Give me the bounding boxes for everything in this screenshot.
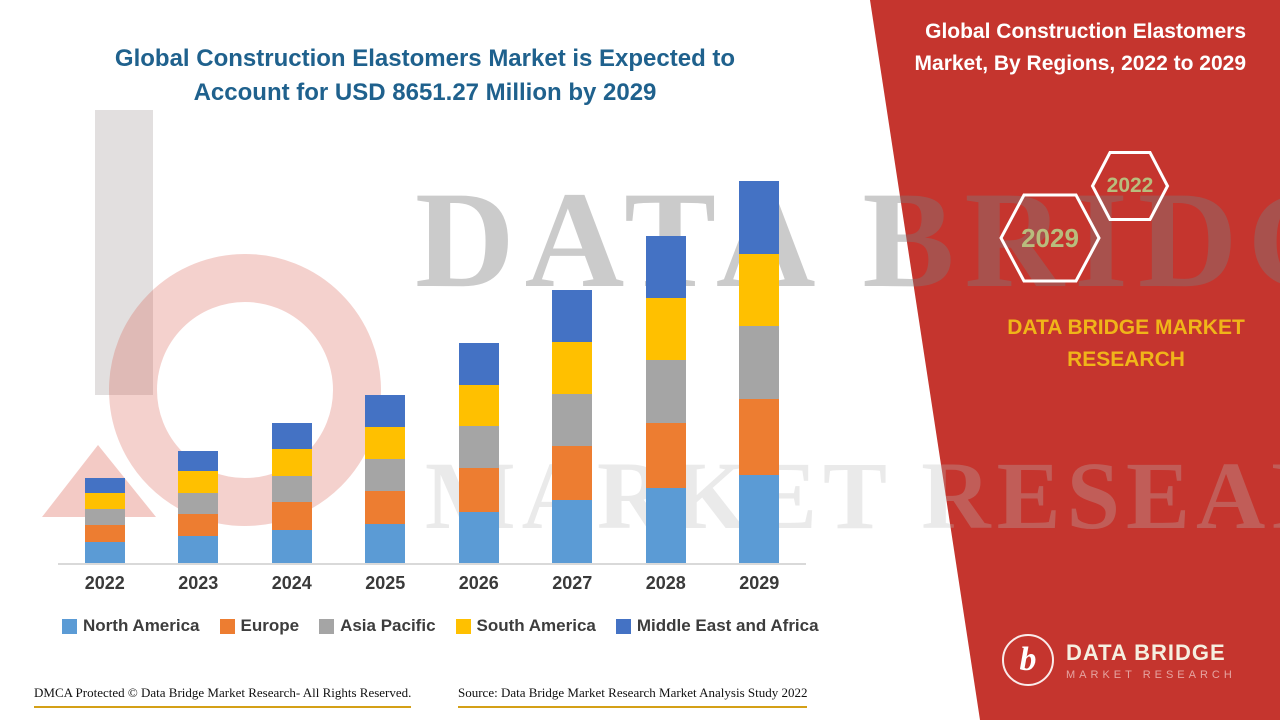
hexagon-year-label: 2022	[1106, 174, 1154, 197]
bar-segment	[458, 384, 499, 427]
stacked-bar-2029	[739, 181, 780, 563]
hexagon-badge-2029: 2029	[998, 192, 1102, 284]
bar-column	[619, 158, 713, 563]
bar-segment	[178, 536, 219, 563]
stacked-bar-2028	[645, 236, 686, 563]
logo-tagline: MARKET RESEARCH	[1066, 668, 1236, 681]
hexagon-icon	[999, 193, 1101, 283]
bar-segment	[552, 445, 593, 501]
bar-column	[339, 158, 433, 563]
x-axis-label: 2024	[271, 573, 312, 593]
legend-item: Middle East and Africa	[615, 616, 819, 636]
bar-segment	[645, 236, 686, 299]
legend-swatch-icon	[319, 618, 335, 634]
source-note: Source: Data Bridge Market Research Mark…	[458, 685, 808, 708]
legend-label: Asia Pacific	[340, 616, 436, 635]
bar-segment	[645, 360, 686, 423]
chart-legend: North America Europe Asia Pacific South Ame…	[62, 616, 822, 636]
bar-segment	[84, 478, 125, 493]
bar-segment	[739, 253, 780, 327]
bar-column	[432, 158, 526, 563]
stacked-bar-2027	[552, 289, 593, 563]
stacked-bar-2024	[271, 423, 312, 563]
bar-segment	[739, 326, 780, 399]
bar-segment	[458, 426, 499, 469]
bar-segment	[84, 508, 125, 525]
bar-segment	[271, 423, 312, 450]
panel-title: Global Construction Elastomers Market, B…	[914, 20, 1246, 75]
x-axis-label: 2028	[645, 573, 686, 593]
bar-segment	[178, 513, 219, 537]
bar-segment	[271, 530, 312, 563]
bar-segment	[645, 487, 686, 563]
legend-swatch-icon	[615, 618, 631, 634]
bar-column	[152, 158, 246, 563]
databridge-logo-icon: b	[1002, 634, 1054, 686]
legend-label: Middle East and Africa	[636, 616, 819, 635]
bar-column	[713, 158, 807, 563]
bar-segment	[365, 458, 406, 491]
legend-swatch-icon	[455, 618, 471, 634]
hexagon-icon	[1090, 151, 1170, 221]
bar-segment	[365, 394, 406, 427]
bar-segment	[365, 426, 406, 459]
bar-segment	[178, 451, 219, 472]
bar-column	[526, 158, 620, 563]
bar-segment	[458, 468, 499, 513]
dbmr-b-watermark	[30, 95, 430, 540]
bar-segment	[739, 181, 780, 254]
legend-swatch-icon	[219, 618, 235, 634]
brand-name: DATA BRIDGE MARKET RESEARCH	[1007, 316, 1245, 371]
bar-segment	[552, 500, 593, 563]
bar-segment	[458, 343, 499, 385]
bar-segment	[178, 492, 219, 514]
bar-column	[245, 158, 339, 563]
bar-segment	[271, 502, 312, 531]
hexagon-year-label: 2029	[1021, 222, 1079, 253]
x-axis-label: 2025	[365, 573, 406, 593]
x-axis-label: 2027	[552, 573, 593, 593]
bar-segment	[365, 524, 406, 563]
bar-segment	[458, 512, 499, 563]
bar-segment	[178, 471, 219, 493]
bar-segment	[271, 449, 312, 476]
x-axis-label: 2026	[458, 573, 499, 593]
bar-segment	[84, 492, 125, 509]
chart-plot	[58, 158, 806, 565]
stacked-bar-2026	[458, 343, 499, 563]
legend-label: Europe	[240, 616, 300, 635]
bar-segment	[84, 524, 125, 542]
stacked-bar-2022	[84, 478, 125, 563]
chart-xlabels: 2022 2023 2024 2025 2026 2027 2028 2029	[58, 573, 806, 594]
bar-segment	[739, 398, 780, 476]
bar-segment	[552, 289, 593, 342]
databridge-logo-text: DATA BRIDGE MARKET RESEARCH	[1066, 640, 1236, 681]
legend-label: South America	[476, 616, 596, 635]
hexagon-badge-2022: 2022	[1090, 150, 1170, 222]
bar-column	[58, 158, 152, 563]
bar-segment	[552, 393, 593, 446]
bar-segment	[365, 490, 406, 525]
x-axis-label: 2029	[739, 573, 780, 593]
bar-segment	[84, 541, 125, 563]
legend-label: North America	[83, 616, 200, 635]
x-axis-label: 2023	[178, 573, 219, 593]
stacked-bar-2023	[178, 451, 219, 563]
legend-item: Asia Pacific	[319, 616, 436, 636]
dmca-notice: DMCA Protected © Data Bridge Market Rese…	[34, 685, 412, 708]
x-axis-label: 2022	[84, 573, 125, 593]
databridge-logo: b DATA BRIDGE MARKET RESEARCH	[1002, 634, 1272, 686]
bar-segment	[645, 298, 686, 361]
stacked-bar-2025	[365, 394, 406, 563]
legend-item: North America	[62, 616, 200, 636]
page-title: Global Construction Elastomers Market is…	[114, 45, 736, 106]
bar-segment	[739, 475, 780, 563]
bar-segment	[552, 341, 593, 394]
bar-segment	[271, 475, 312, 503]
legend-item: Europe	[219, 616, 300, 636]
logo-name: DATA BRIDGE	[1066, 639, 1226, 665]
legend-item: South America	[455, 616, 596, 636]
legend-swatch-icon	[62, 618, 77, 634]
bar-segment	[645, 422, 686, 488]
